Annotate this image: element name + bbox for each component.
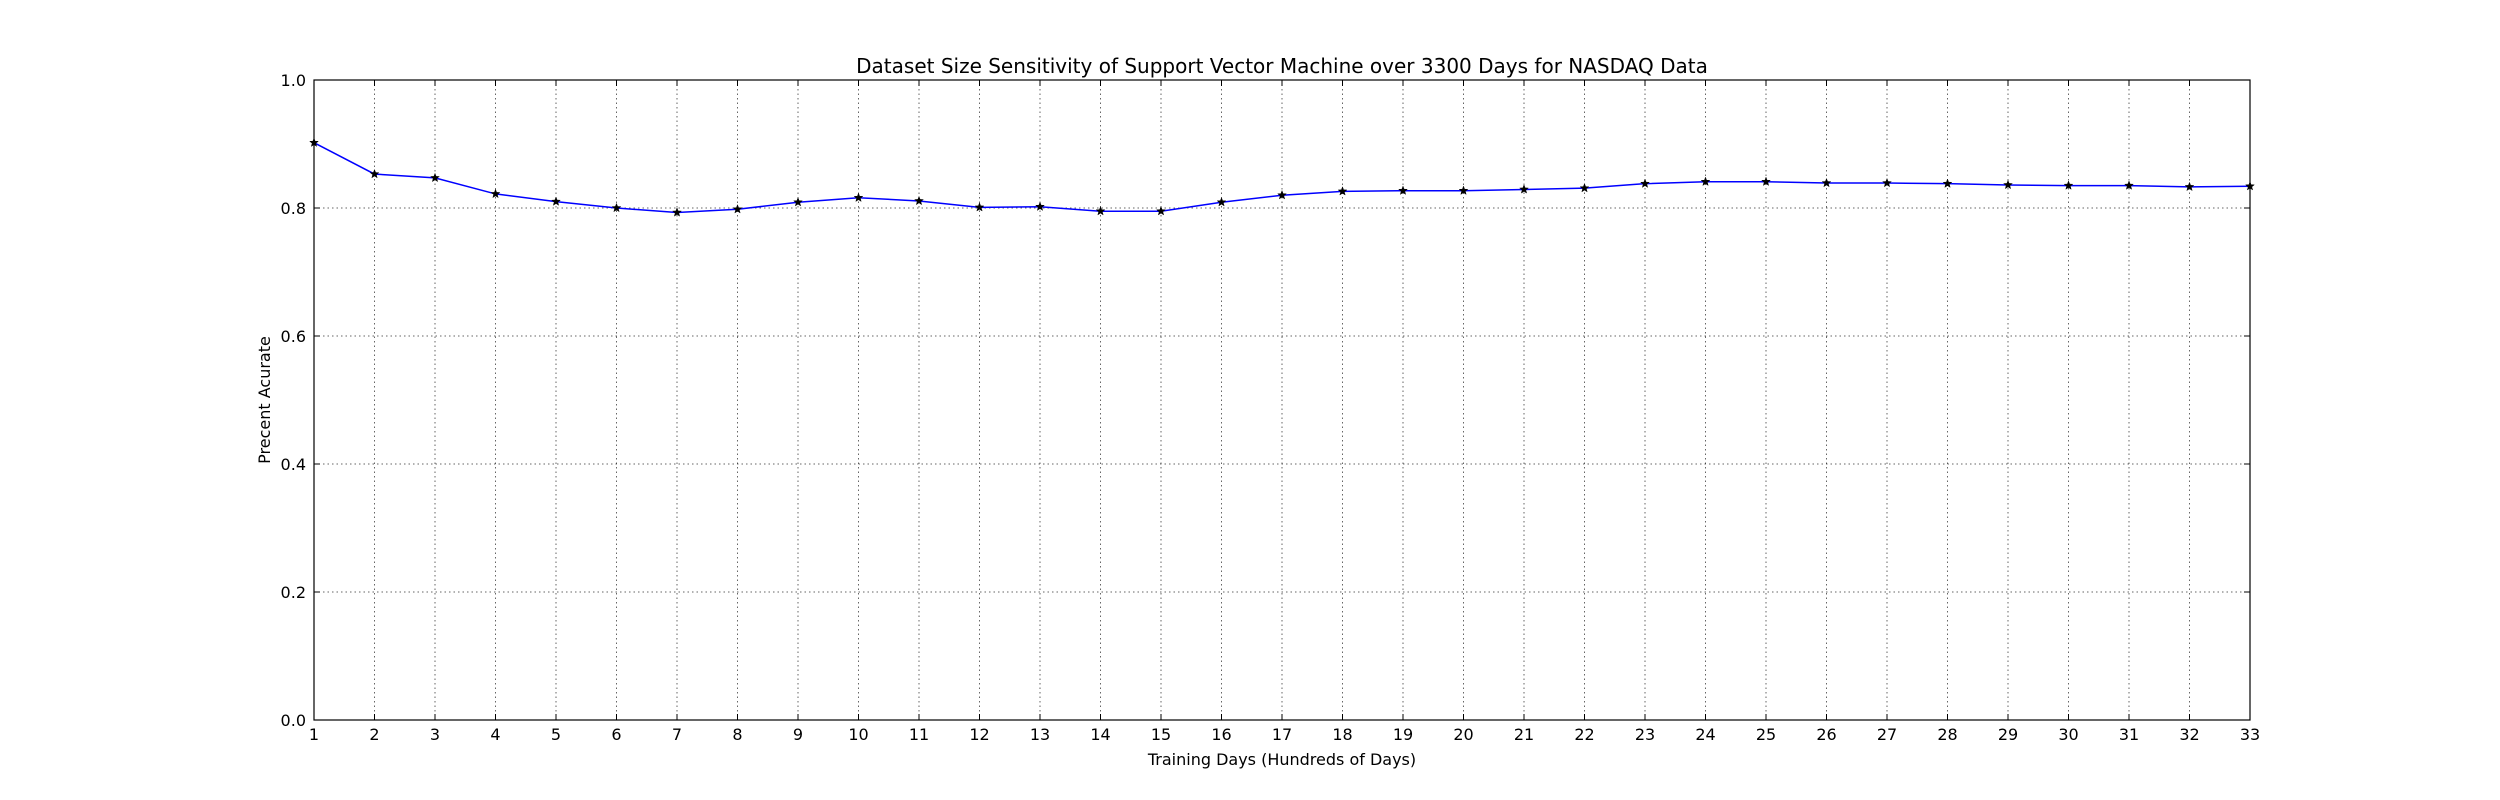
x-tick-label: 30 [2058, 725, 2078, 744]
x-tick-label: 9 [793, 725, 803, 744]
data-point-marker [1579, 182, 1590, 193]
data-point-marker [551, 196, 561, 206]
data-point-marker [672, 207, 682, 217]
data-point-marker [1337, 186, 1348, 196]
grid [314, 80, 2250, 720]
x-tick-label: 1 [309, 725, 319, 744]
data-point-marker [1156, 205, 1166, 216]
data-point-marker [2124, 180, 2134, 190]
x-tick-label: 3 [430, 725, 440, 744]
x-tick-label: 12 [969, 725, 989, 744]
data-point-marker [1761, 176, 1771, 186]
data-point-marker [1216, 197, 1227, 207]
data-point-marker [430, 172, 440, 183]
x-tick-label: 28 [1937, 725, 1957, 744]
x-tick-label: 26 [1816, 725, 1836, 744]
x-tick-label: 33 [2240, 725, 2260, 744]
data-point-marker [2003, 179, 2013, 190]
data-point-marker [490, 188, 501, 199]
data-point-marker [1640, 178, 1650, 188]
y-tick-label: 0.0 [281, 711, 306, 730]
data-point-marker [369, 168, 380, 179]
x-tick-label: 25 [1756, 725, 1776, 744]
series-layer [309, 137, 2255, 217]
x-tick-label: 23 [1635, 725, 1655, 744]
data-point-marker [853, 192, 864, 202]
y-axis-title: Precent Acurate [255, 336, 274, 464]
x-tick-label: 7 [672, 725, 682, 744]
x-tick-label: 27 [1877, 725, 1897, 744]
data-point-marker [1035, 201, 1045, 211]
data-point-marker [974, 202, 985, 212]
x-tick-label: 22 [1574, 725, 1594, 744]
x-tick-label: 32 [2179, 725, 2199, 744]
axis-ticks: 1 2 3 4 5 6 7 8 9 10 11 12 13 14 15 16 17 18 19 20 21 22 23 24 2… [281, 71, 2261, 744]
data-point-marker [1821, 177, 1832, 188]
x-axis-title: Training Days (Hundreds of Days) [1147, 750, 1416, 769]
x-tick-label: 24 [1695, 725, 1715, 744]
x-tick-label: 19 [1393, 725, 1413, 744]
data-point-marker [1882, 177, 1892, 188]
x-tick-label: 6 [611, 725, 621, 744]
x-tick-label: 5 [551, 725, 561, 744]
y-tick-label: 0.4 [281, 455, 306, 474]
data-point-marker [1942, 178, 1953, 188]
y-tick-label: 0.8 [281, 199, 306, 218]
data-point-marker [1095, 205, 1106, 216]
data-point-marker [2245, 181, 2255, 191]
data-point-marker [914, 195, 924, 206]
data-point-marker [1458, 185, 1469, 195]
x-tick-label: 18 [1332, 725, 1352, 744]
x-tick-label: 21 [1514, 725, 1534, 744]
x-tick-label: 31 [2119, 725, 2139, 744]
x-tick-label: 4 [490, 725, 500, 744]
data-point-marker [732, 204, 743, 214]
x-tick-label: 17 [1272, 725, 1292, 744]
data-point-marker [2184, 181, 2195, 192]
y-tick-label: 1.0 [281, 71, 306, 90]
x-tick-label: 14 [1090, 725, 1110, 744]
x-tick-label: 29 [1998, 725, 2018, 744]
data-point-marker [611, 202, 622, 213]
data-point-marker [309, 137, 319, 147]
x-tick-label: 20 [1453, 725, 1473, 744]
chart-title: Dataset Size Sensitivity of Support Vect… [856, 54, 1708, 78]
x-tick-label: 13 [1030, 725, 1050, 744]
x-tick-label: 15 [1151, 725, 1171, 744]
y-tick-label: 0.6 [281, 327, 306, 346]
x-tick-label: 10 [848, 725, 868, 744]
x-tick-label: 11 [909, 725, 929, 744]
y-tick-label: 0.2 [281, 583, 306, 602]
data-point-marker [2063, 180, 2074, 190]
data-point-marker [793, 197, 803, 207]
data-point-marker [1700, 176, 1711, 186]
data-point-marker [1519, 184, 1529, 194]
x-tick-label: 2 [369, 725, 379, 744]
data-point-marker [1277, 189, 1287, 200]
x-tick-label: 8 [732, 725, 742, 744]
x-tick-label: 16 [1211, 725, 1231, 744]
data-point-marker [1398, 185, 1408, 195]
